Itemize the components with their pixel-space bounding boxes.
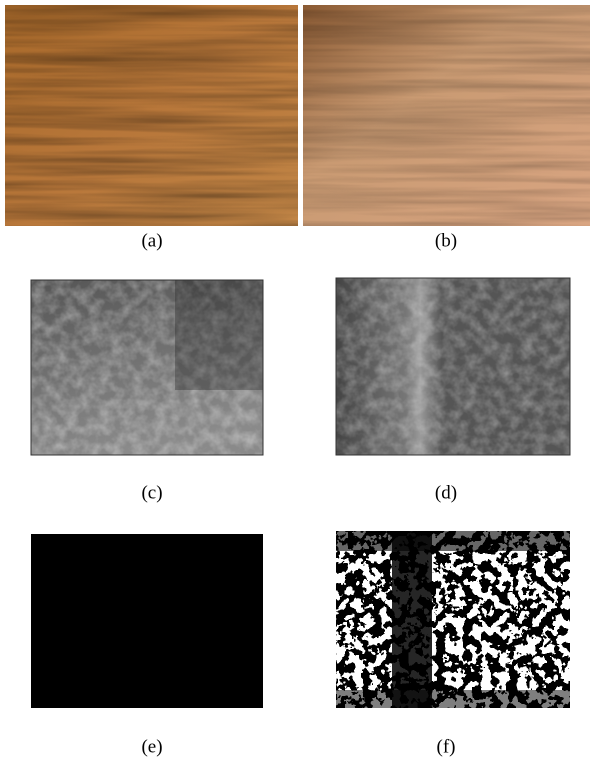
panel-label: (e) (141, 736, 162, 757)
panel-label: (b) (435, 230, 457, 251)
panel-f-image (336, 531, 570, 708)
panel-d-image (336, 278, 570, 455)
panel-a-image (5, 5, 298, 226)
panel-label: (a) (141, 230, 162, 251)
panel-e-image (31, 534, 263, 708)
panel-label: (c) (141, 482, 162, 503)
figure: (a) (b) (c) (d) (e) (f) (0, 0, 591, 760)
panel-label: (d) (435, 482, 457, 503)
panel-label: (f) (437, 736, 456, 757)
panel-c-image (31, 280, 263, 455)
panel-b-image (303, 5, 590, 226)
